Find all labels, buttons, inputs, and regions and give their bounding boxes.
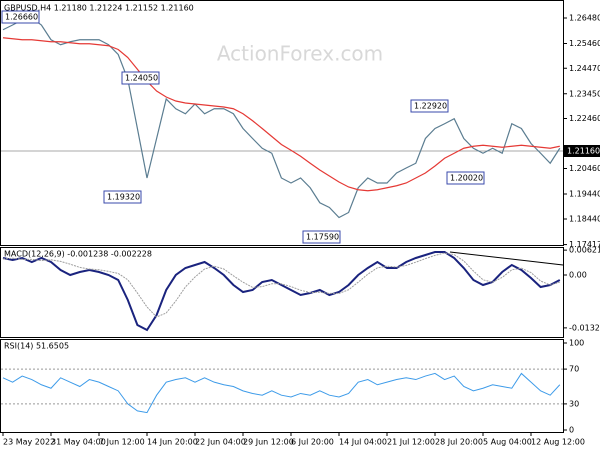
- annotation-box: [302, 230, 341, 244]
- annotation-box: [121, 71, 160, 85]
- y-tick-label: 1.26480: [569, 14, 600, 23]
- y-tick-label: 0: [569, 426, 574, 435]
- x-tick-label: 5 Aug 04:00: [483, 438, 532, 447]
- x-tick-label: 29 Jun 12:00: [243, 438, 294, 447]
- y-tick-label: 1.25460: [569, 39, 600, 48]
- annotation: 1.20020: [450, 174, 483, 183]
- y-tick-label: 30: [569, 399, 579, 408]
- x-tick-label: 23 May 2022: [3, 438, 55, 447]
- annotation-box: [446, 171, 485, 185]
- macd-trendline: [449, 251, 564, 266]
- price-panel: [0, 0, 564, 246]
- y-tick-label: 0.006217: [569, 246, 600, 255]
- y-tick-label: 0.00: [569, 271, 587, 280]
- y-tick-label: 70: [569, 365, 579, 374]
- y-tick-label: 1.18440: [569, 215, 600, 224]
- annotation-box: [410, 99, 449, 113]
- y-tick-label: -0.01322: [569, 323, 600, 332]
- y-tick-label: 1.17417: [569, 240, 600, 249]
- series-line: [2, 251, 561, 332]
- macd-panel: [0, 247, 564, 338]
- annotation: 1.17590: [306, 233, 339, 242]
- y-tick-label: 1.20460: [569, 164, 600, 173]
- x-tick-label: 28 Jul 20:00: [435, 438, 483, 447]
- last-price-box: [564, 145, 600, 157]
- annotation: 1.24050: [125, 74, 158, 83]
- annotation: 1.22920: [414, 102, 447, 111]
- annotation-box: [103, 190, 142, 204]
- x-tick-label: 22 Jun 04:00: [195, 438, 246, 447]
- y-tick-label: 1.22460: [569, 114, 600, 123]
- annotation-box: [1, 10, 40, 24]
- macd-title: MACD(12,26,9) -0.001238 -0.002228: [4, 250, 152, 259]
- annotation: 1.19320: [107, 193, 140, 202]
- y-tick-label: 100: [569, 339, 584, 348]
- price-title: GBPUSD,H4 1.21180 1.21224 1.21152 1.2116…: [4, 4, 194, 13]
- x-tick-label: 21 Jul 12:00: [387, 438, 435, 447]
- x-tick-label: 14 Jul 04:00: [339, 438, 387, 447]
- x-tick-label: 7 Jun 12:00: [99, 438, 145, 447]
- series-line: [2, 372, 561, 414]
- x-tick-label: 14 Jun 20:00: [147, 438, 198, 447]
- x-tick-label: 12 Aug 12:00: [531, 438, 585, 447]
- x-tick-label: 6 Jul 20:00: [291, 438, 334, 447]
- rsi-title: RSI(14) 51.6505: [4, 342, 69, 351]
- watermark: ActionForex.com: [217, 42, 383, 66]
- rsi-panel: [0, 339, 564, 433]
- annotation: 1.26660: [5, 13, 38, 22]
- y-tick-label: 1.24470: [569, 64, 600, 73]
- x-tick-label: 31 May 04:00: [51, 438, 106, 447]
- y-tick-label: 1.19440: [569, 190, 600, 199]
- y-tick-label: 1.23450: [569, 89, 600, 98]
- series-line: [2, 17, 561, 219]
- series-line: [2, 252, 560, 318]
- last-price-label: 1.21160: [567, 147, 600, 156]
- series-line: [2, 37, 560, 192]
